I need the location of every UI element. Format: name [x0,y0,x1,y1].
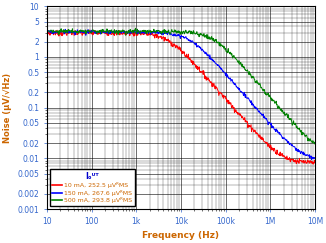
500 mA, 293.8 μVᴿMS [203,34,207,37]
500 mA, 293.8 μVᴿMS [167,28,170,31]
10 mA, 252.5 μVᴿMS [247,124,251,127]
10 mA, 252.5 μVᴿMS [225,97,229,100]
150 mA, 267.6 μVᴿMS [203,52,207,55]
10 mA, 252.5 μVᴿMS [88,28,92,31]
150 mA, 267.6 μVᴿMS [114,30,118,33]
10 mA, 252.5 μVᴿMS [93,31,97,34]
500 mA, 293.8 μVᴿMS [225,50,229,53]
500 mA, 293.8 μVᴿMS [114,31,118,34]
10 mA, 252.5 μVᴿMS [114,29,118,32]
10 mA, 252.5 μVᴿMS [311,163,315,165]
500 mA, 293.8 μVᴿMS [313,143,317,146]
Line: 10 mA, 252.5 μVᴿMS: 10 mA, 252.5 μVᴿMS [47,30,315,164]
10 mA, 252.5 μVᴿMS [313,162,317,165]
Line: 500 mA, 293.8 μVᴿMS: 500 mA, 293.8 μVᴿMS [47,28,315,144]
150 mA, 267.6 μVᴿMS [310,158,314,161]
150 mA, 267.6 μVᴿMS [93,32,97,35]
500 mA, 293.8 μVᴿMS [247,70,251,73]
Legend: 10 mA, 252.5 μVᴿMS, 150 mA, 267.6 μVᴿMS, 500 mA, 293.8 μVᴿMS: 10 mA, 252.5 μVᴿMS, 150 mA, 267.6 μVᴿMS,… [50,169,135,206]
150 mA, 267.6 μVᴿMS [225,73,229,76]
150 mA, 267.6 μVᴿMS [167,32,170,35]
10 mA, 252.5 μVᴿMS [45,29,49,32]
500 mA, 293.8 μVᴿMS [92,29,96,32]
X-axis label: Frequency (Hz): Frequency (Hz) [142,231,219,240]
150 mA, 267.6 μVᴿMS [63,28,67,31]
Y-axis label: Noise (μV/√Hz): Noise (μV/√Hz) [3,73,12,143]
150 mA, 267.6 μVᴿMS [45,30,49,33]
Line: 150 mA, 267.6 μVᴿMS: 150 mA, 267.6 μVᴿMS [47,29,315,159]
500 mA, 293.8 μVᴿMS [45,28,49,31]
10 mA, 252.5 μVᴿMS [167,39,170,42]
150 mA, 267.6 μVᴿMS [247,98,251,101]
500 mA, 293.8 μVᴿMS [134,27,138,30]
10 mA, 252.5 μVᴿMS [203,75,207,78]
150 mA, 267.6 μVᴿMS [313,157,317,160]
